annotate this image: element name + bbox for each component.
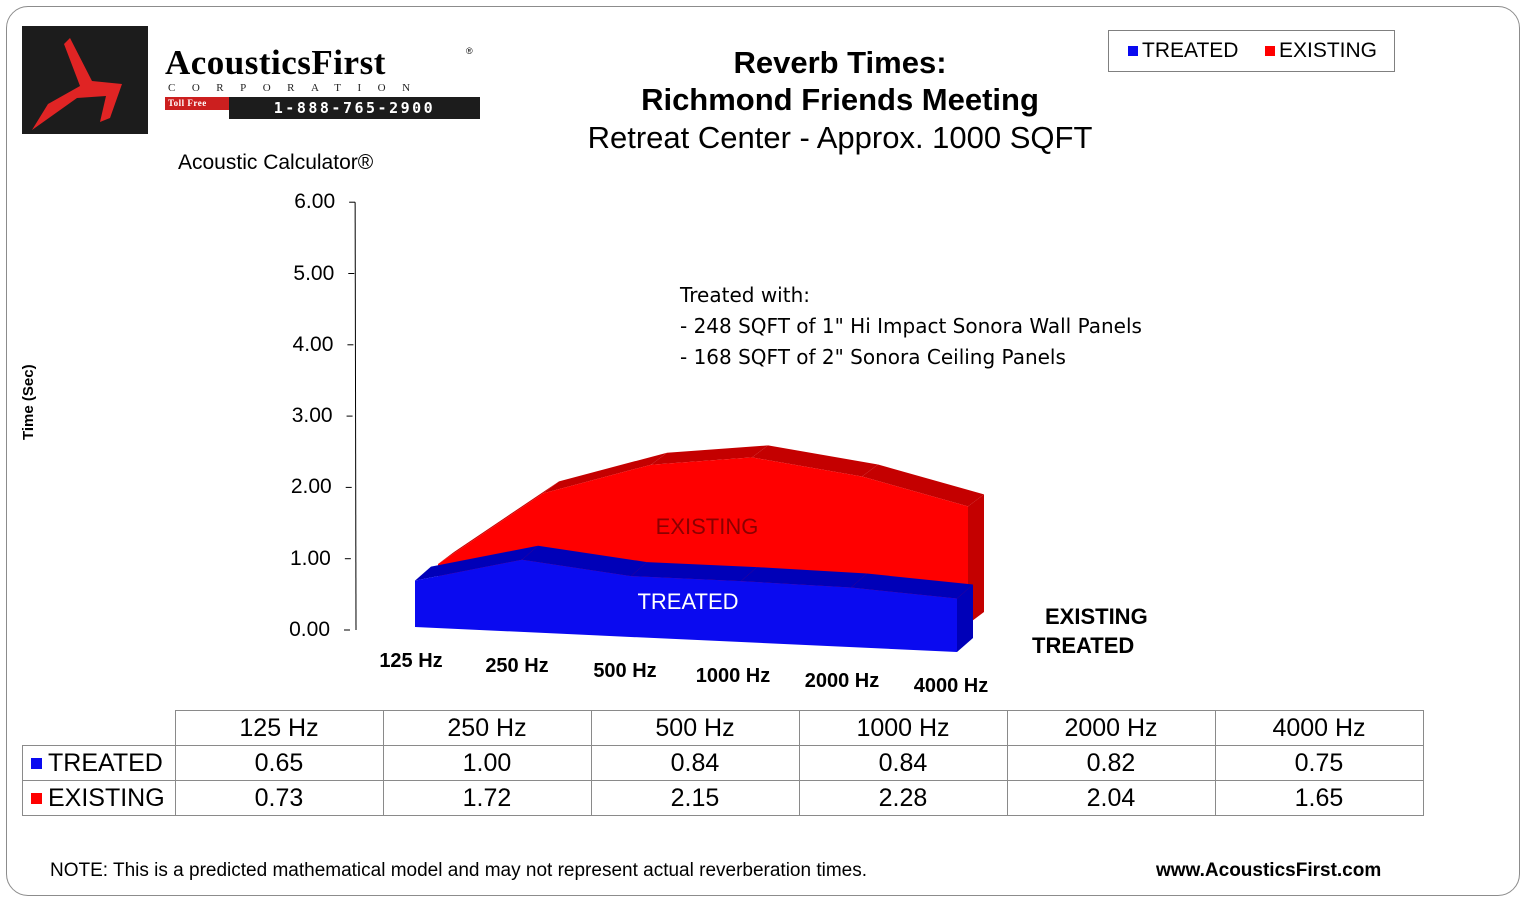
x-tick-label: 125 Hz bbox=[379, 650, 443, 672]
table-header-cell: 2000 Hz bbox=[1006, 710, 1216, 746]
existing-area-label: EXISTING bbox=[656, 514, 759, 539]
legend-swatch-existing bbox=[1265, 46, 1275, 57]
y-tick-label: 0.00 bbox=[289, 618, 330, 641]
table-cell: 0.73 bbox=[174, 780, 384, 816]
y-axis-line bbox=[354, 202, 357, 631]
table-header-cell: 1000 Hz bbox=[798, 710, 1008, 746]
table-header-row: 125 Hz 250 Hz 500 Hz 1000 Hz 2000 Hz 400… bbox=[23, 710, 1424, 746]
table-row-label-text: EXISTING bbox=[48, 783, 165, 812]
series-treated bbox=[414, 545, 973, 652]
x-tick-label: 4000 Hz bbox=[913, 675, 989, 697]
treated-area-side-face bbox=[957, 584, 973, 652]
table-header-cell: 500 Hz bbox=[590, 710, 800, 746]
table-header-cell: 125 Hz bbox=[174, 710, 384, 746]
logo-name: AcousticsFirst bbox=[165, 43, 386, 82]
treated-area-top-segment bbox=[415, 545, 538, 581]
table-row-existing: EXISTING 0.73 1.72 2.15 2.28 2.04 1.65 bbox=[22, 780, 1424, 816]
table-header-cell: 250 Hz bbox=[382, 710, 592, 746]
data-table: 125 Hz 250 Hz 500 Hz 1000 Hz 2000 Hz 400… bbox=[22, 710, 1424, 816]
table-cell: 1.00 bbox=[382, 745, 592, 781]
depth-axis-treated: TREATED bbox=[1032, 633, 1135, 658]
table-row-label-text: TREATED bbox=[48, 748, 163, 777]
existing-area-top-segment bbox=[543, 452, 667, 494]
calculator-label: Acoustic Calculator® bbox=[178, 151, 374, 174]
website-link[interactable]: www.AcousticsFirst.com bbox=[1156, 860, 1382, 881]
legend-label-treated: TREATED bbox=[1142, 39, 1239, 62]
table-cell: 0.84 bbox=[798, 745, 1008, 781]
table-header-cell: 4000 Hz bbox=[1214, 710, 1424, 746]
logo-arrow-icon bbox=[32, 38, 122, 130]
existing-area-top-segment bbox=[438, 481, 559, 564]
x-tick-label: 2000 Hz bbox=[804, 670, 880, 692]
y-tick-label: 4.00 bbox=[292, 332, 334, 356]
table-cell: 2.04 bbox=[1006, 780, 1216, 816]
treated-area-top-segment bbox=[851, 573, 973, 599]
table-cell: 2.28 bbox=[798, 780, 1008, 816]
treated-area-top-segment bbox=[741, 567, 867, 588]
table-swatch-treated bbox=[31, 758, 42, 770]
y-tick-marks bbox=[344, 201, 356, 631]
legend-label-existing: EXISTING bbox=[1279, 39, 1378, 62]
x-tick-label: 1000 Hz bbox=[695, 665, 771, 687]
table-row-treated: TREATED 0.65 1.00 0.84 0.84 0.82 0.75 bbox=[22, 745, 1424, 781]
treated-area-label: TREATED bbox=[637, 589, 738, 614]
treated-area-front-face bbox=[415, 559, 957, 652]
table-swatch-existing bbox=[31, 793, 42, 805]
table-cell: 0.84 bbox=[590, 745, 800, 781]
legend-item-treated: TREATED bbox=[1128, 39, 1238, 63]
legend-item-existing: EXISTING bbox=[1265, 39, 1377, 63]
chart-title-line3: Retreat Center - Approx. 1000 SQFT bbox=[587, 120, 1093, 155]
table-cell: 0.82 bbox=[1006, 745, 1216, 781]
table-cell: 0.65 bbox=[174, 745, 384, 781]
table-cell: 1.72 bbox=[382, 780, 592, 816]
chart-legend: TREATED EXISTING bbox=[1108, 30, 1395, 72]
chart-title-line1: Reverb Times: bbox=[733, 45, 947, 80]
treatment-note-line1: Treated with: bbox=[680, 283, 810, 307]
footnote: NOTE: This is a predicted mathematical m… bbox=[50, 860, 868, 881]
treatment-note-line3: - 168 SQFT of 2" Sonora Ceiling Panels bbox=[680, 345, 1066, 369]
treated-area-top-segment bbox=[522, 545, 647, 577]
logo-registered-mark: ® bbox=[466, 46, 473, 56]
table-cell: 0.75 bbox=[1214, 745, 1424, 781]
table-row-label: TREATED bbox=[22, 745, 176, 781]
legend-swatch-treated bbox=[1128, 46, 1138, 57]
treatment-note-line2: - 248 SQFT of 1" Hi Impact Sonora Wall P… bbox=[680, 314, 1142, 338]
table-cell: 1.65 bbox=[1214, 780, 1424, 816]
table-cell: 2.15 bbox=[590, 780, 800, 816]
y-tick-label: 3.00 bbox=[291, 404, 333, 428]
chart-title-line2: Richmond Friends Meeting bbox=[641, 82, 1039, 117]
existing-area-top-segment bbox=[651, 445, 768, 465]
existing-area-top-segment bbox=[752, 445, 878, 477]
depth-axis-existing: EXISTING bbox=[1045, 604, 1148, 629]
existing-area-top-segment bbox=[862, 464, 984, 507]
logo-mark bbox=[22, 26, 148, 134]
y-tick-label: 6.00 bbox=[294, 190, 336, 214]
y-tick-label: 2.00 bbox=[290, 475, 332, 499]
x-tick-label: 250 Hz bbox=[485, 655, 549, 677]
treatment-note: Treated with: - 248 SQFT of 1" Hi Impact… bbox=[680, 280, 1142, 373]
logo-corporation: CORPORATION bbox=[168, 82, 427, 94]
table-corner bbox=[23, 711, 176, 746]
x-tick-label: 500 Hz bbox=[593, 660, 657, 682]
table-row-label: EXISTING bbox=[22, 780, 176, 816]
logo-phone: 1-888-765-2900 bbox=[229, 97, 480, 119]
y-tick-label: 5.00 bbox=[293, 261, 335, 285]
y-tick-label: 1.00 bbox=[289, 546, 331, 570]
logo-toll-free: Toll Free bbox=[165, 97, 229, 110]
treated-area-top-segment bbox=[631, 562, 757, 582]
